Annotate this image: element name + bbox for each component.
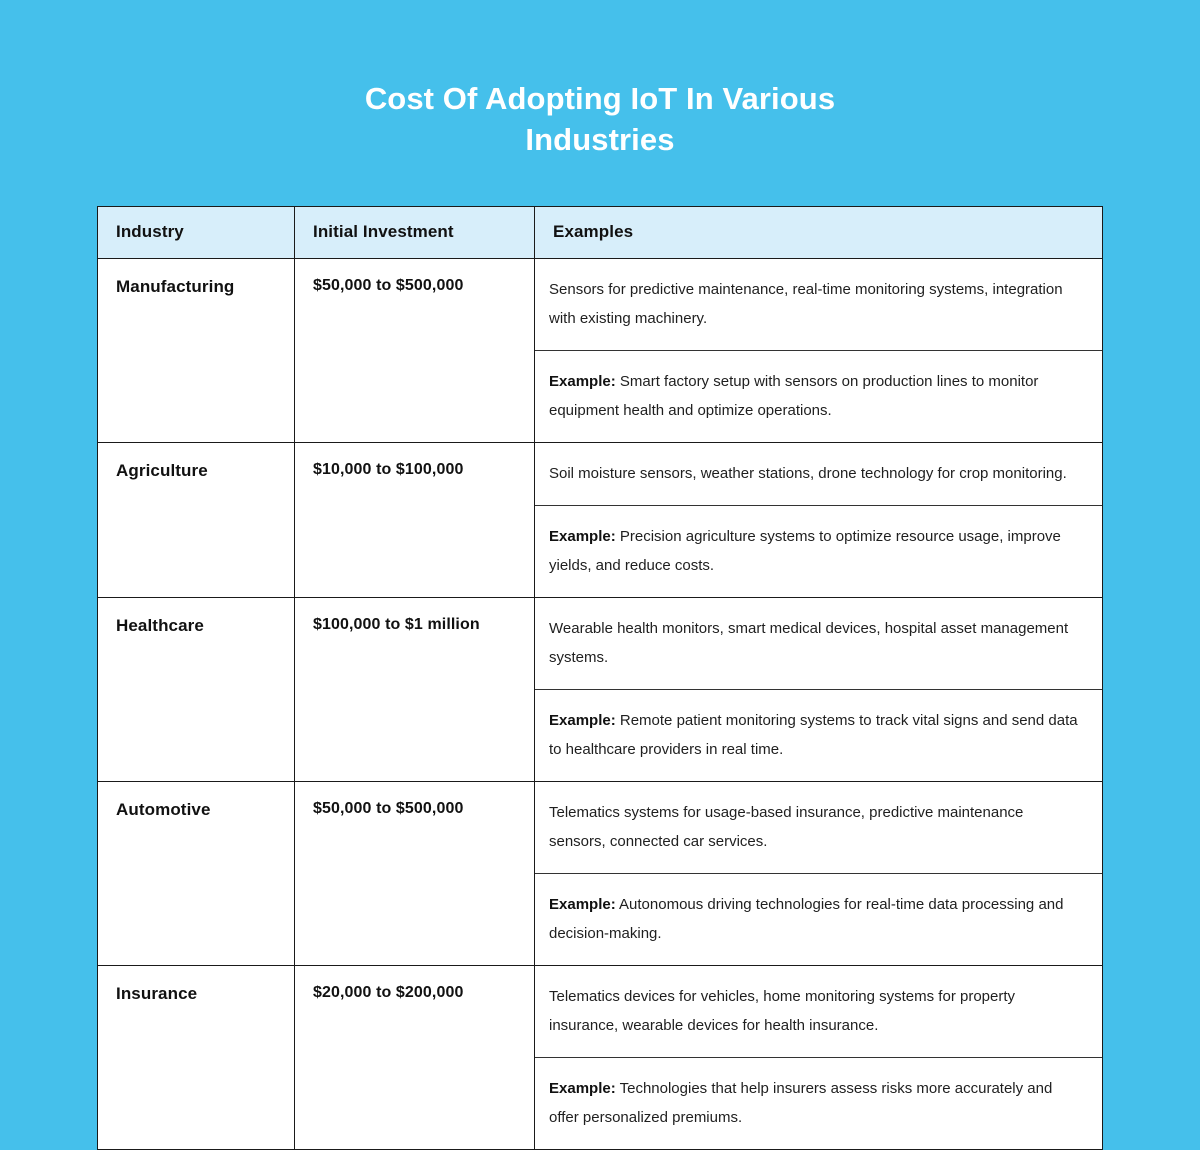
cell-examples: Sensors for predictive maintenance, real…	[535, 259, 1103, 443]
examples-example: Example: Autonomous driving technologies…	[535, 873, 1102, 965]
cell-examples: Telematics devices for vehicles, home mo…	[534, 965, 1103, 1150]
cell-initial-investment: $10,000 to $100,000	[294, 442, 535, 598]
cell-examples: Telematics systems for usage-based insur…	[534, 781, 1103, 966]
cell-industry: Agriculture	[97, 442, 295, 598]
example-text: Smart factory setup with sensors on prod…	[549, 373, 1039, 419]
page-title: Cost Of Adopting IoT In Various Industri…	[364, 81, 836, 157]
title-block: Cost Of Adopting IoT In Various Industri…	[0, 78, 1200, 160]
cell-industry: Automotive	[97, 781, 295, 966]
table-row: Insurance $20,000 to $200,000 Telematics d…	[97, 965, 1103, 1150]
infographic-page: Cost Of Adopting IoT In Various Industri…	[0, 78, 1200, 1150]
examples-description: Telematics systems for usage-based insur…	[549, 804, 1024, 850]
examples-description: Telematics devices for vehicles, home mo…	[549, 988, 1016, 1034]
cell-industry: Manufacturing	[97, 258, 295, 443]
cell-initial-investment: $50,000 to $500,000	[294, 781, 535, 966]
cell-examples: Wearable health monitors, smart medical …	[534, 597, 1103, 782]
cell-initial-investment: $100,000 to $1 million	[294, 597, 535, 782]
table-header: Industry Initial Investment Examples	[97, 206, 1103, 259]
examples-example: Example: Precision agriculture systems t…	[535, 505, 1102, 597]
examples-example: Example: Smart factory setup with sensor…	[535, 350, 1102, 442]
examples-inner: Telematics devices for vehicles, home mo…	[535, 966, 1102, 1149]
examples-example: Example: Technologies that help insurers…	[535, 1057, 1102, 1149]
examples-inner: Wearable health monitors, smart medical …	[535, 598, 1102, 781]
example-label: Example:	[549, 712, 616, 729]
column-header-examples: Examples	[534, 206, 1103, 259]
examples-description: Soil moisture sensors, weather stations,…	[549, 465, 1067, 482]
table-row: Manufacturing $50,000 to $500,000 Sensors …	[97, 258, 1103, 443]
examples-description: Wearable health monitors, smart medical …	[549, 620, 1069, 666]
cell-initial-investment: $50,000 to $500,000	[294, 258, 535, 443]
table-row: Automotive $50,000 to $500,000 Telematics …	[97, 781, 1103, 966]
cost-table-container: Industry Initial Investment Examples Man…	[97, 206, 1103, 1150]
example-text: Precision agriculture systems to optimiz…	[549, 528, 1061, 574]
table-header-row: Industry Initial Investment Examples	[97, 206, 1103, 259]
examples-inner: Telematics systems for usage-based insur…	[535, 782, 1102, 965]
cost-table: Industry Initial Investment Examples Man…	[97, 206, 1103, 1150]
column-header-investment: Initial Investment	[294, 206, 535, 259]
example-text: Autonomous driving technologies for real…	[549, 896, 1064, 942]
example-label: Example:	[549, 896, 616, 913]
examples-example: Example: Remote patient monitoring syste…	[535, 689, 1102, 781]
cell-industry: Insurance	[97, 965, 295, 1150]
cell-industry: Healthcare	[97, 597, 295, 782]
examples-description: Sensors for predictive maintenance, real…	[549, 281, 1063, 327]
examples-inner: Soil moisture sensors, weather stations,…	[535, 443, 1102, 597]
example-text: Remote patient monitoring systems to tra…	[549, 712, 1078, 758]
table-row: Healthcare $100,000 to $1 million Wearable…	[97, 597, 1103, 782]
table-body: Manufacturing $50,000 to $500,000 Sensors …	[97, 258, 1103, 1150]
example-label: Example:	[549, 528, 616, 545]
examples-inner: Sensors for predictive maintenance, real…	[535, 259, 1102, 442]
cell-initial-investment: $20,000 to $200,000	[294, 965, 535, 1150]
cell-examples: Soil moisture sensors, weather stations,…	[534, 442, 1103, 598]
table-row: Agriculture $10,000 to $100,000 Soil moist…	[97, 442, 1103, 598]
example-text: Technologies that help insurers assess r…	[549, 1080, 1053, 1126]
column-header-industry: Industry	[97, 206, 295, 259]
example-label: Example:	[549, 373, 616, 390]
example-label: Example:	[549, 1080, 616, 1097]
